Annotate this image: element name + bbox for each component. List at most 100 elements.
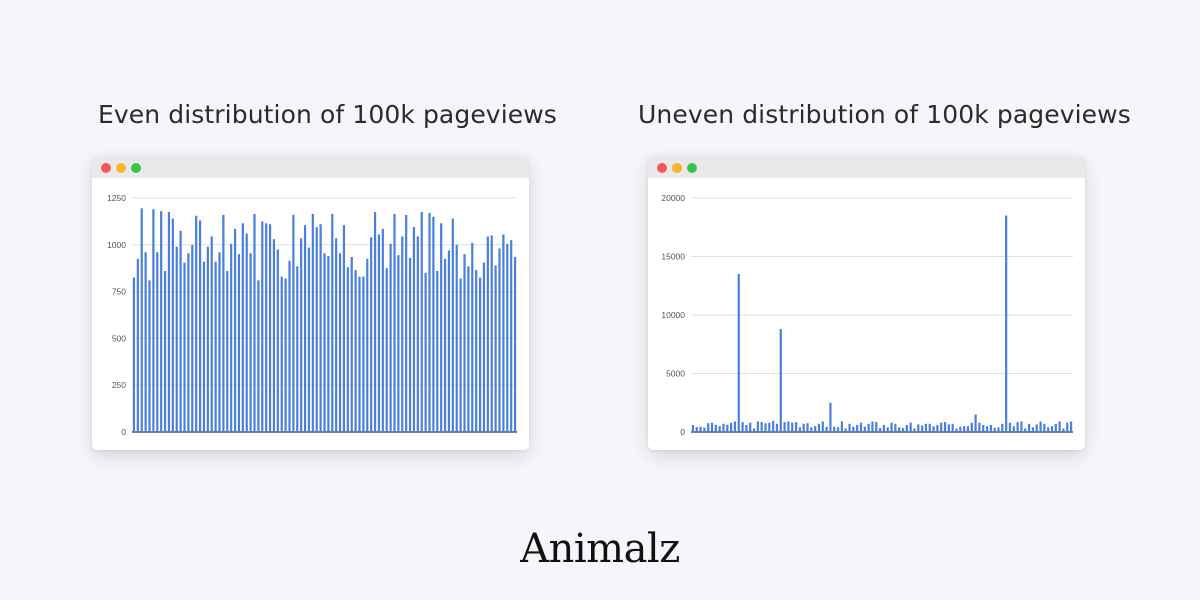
y-tick-label: 250 bbox=[112, 380, 126, 390]
bar bbox=[791, 422, 794, 432]
bar bbox=[393, 213, 396, 432]
bar bbox=[871, 421, 874, 432]
browser-window-uneven: 0 5000 10000 15000 20000 bbox=[648, 156, 1085, 450]
bar bbox=[840, 421, 843, 432]
bar bbox=[1016, 422, 1019, 432]
bar bbox=[338, 253, 342, 432]
bar bbox=[459, 278, 462, 432]
bar bbox=[882, 424, 886, 432]
bar bbox=[817, 423, 821, 432]
bar bbox=[257, 280, 260, 432]
bar bbox=[506, 243, 509, 432]
minimize-dot-icon bbox=[672, 163, 682, 173]
bar-chart-uneven: 0 5000 10000 15000 20000 bbox=[661, 193, 1073, 437]
bar bbox=[292, 214, 295, 432]
bar bbox=[366, 258, 369, 432]
bar bbox=[478, 277, 482, 432]
y-tick-label: 0 bbox=[121, 427, 126, 437]
bar bbox=[863, 426, 866, 432]
bar bbox=[226, 271, 229, 432]
bar bbox=[909, 422, 912, 432]
bar bbox=[342, 225, 346, 432]
bar bbox=[898, 427, 901, 432]
bar bbox=[985, 426, 989, 432]
bar bbox=[917, 424, 920, 432]
minimize-dot-icon bbox=[116, 163, 126, 173]
bar bbox=[1050, 426, 1054, 432]
bar bbox=[513, 256, 517, 432]
bar bbox=[821, 421, 824, 432]
bar bbox=[167, 212, 171, 432]
bar bbox=[261, 221, 264, 432]
y-tick-label: 15000 bbox=[661, 252, 685, 262]
bar bbox=[921, 425, 924, 432]
bar-chart-even: 0 250 500 750 1000 1250 bbox=[107, 193, 517, 437]
bar bbox=[471, 242, 474, 432]
bar bbox=[1008, 422, 1012, 432]
bar bbox=[140, 208, 143, 432]
bar bbox=[144, 252, 147, 432]
bar bbox=[703, 427, 706, 432]
bar bbox=[362, 276, 365, 432]
bar bbox=[745, 424, 748, 432]
bar bbox=[848, 423, 851, 432]
bar bbox=[856, 424, 859, 432]
bar bbox=[794, 422, 798, 432]
bar bbox=[210, 236, 213, 432]
bar bbox=[202, 261, 206, 432]
bar bbox=[230, 243, 233, 432]
bar bbox=[303, 225, 307, 432]
bar bbox=[451, 218, 454, 432]
bar bbox=[132, 277, 136, 432]
bar bbox=[381, 228, 384, 432]
bar bbox=[749, 422, 752, 432]
bar bbox=[420, 212, 423, 432]
bar bbox=[825, 426, 828, 432]
y-tick-label: 1250 bbox=[107, 193, 126, 203]
bar bbox=[1001, 423, 1004, 432]
bar bbox=[241, 223, 244, 432]
bar bbox=[1047, 427, 1050, 432]
bar bbox=[401, 236, 404, 432]
bar bbox=[323, 253, 326, 432]
bar bbox=[486, 236, 489, 432]
bar bbox=[490, 235, 493, 432]
bar bbox=[1005, 215, 1008, 432]
bar bbox=[905, 424, 908, 432]
chart-title-even: Even distribution of 100k pageviews bbox=[98, 100, 557, 129]
bar bbox=[951, 423, 954, 432]
bar bbox=[1020, 421, 1023, 432]
bar bbox=[890, 422, 893, 432]
bar bbox=[175, 246, 178, 432]
bar bbox=[288, 260, 291, 432]
bar bbox=[1066, 422, 1069, 432]
bar bbox=[963, 426, 966, 432]
bar bbox=[408, 257, 412, 432]
bar bbox=[787, 421, 790, 432]
bar bbox=[206, 246, 209, 432]
bar bbox=[358, 276, 361, 432]
bar bbox=[198, 220, 202, 432]
bar bbox=[171, 218, 174, 432]
bar bbox=[943, 422, 947, 432]
bar bbox=[268, 224, 272, 432]
bar bbox=[1062, 428, 1065, 432]
bar bbox=[272, 239, 276, 432]
bar bbox=[878, 427, 882, 432]
bar bbox=[901, 427, 905, 432]
bar bbox=[498, 248, 501, 432]
bar bbox=[695, 427, 698, 432]
bar bbox=[997, 427, 1000, 432]
bar bbox=[733, 421, 737, 432]
bar bbox=[1012, 426, 1015, 432]
bar bbox=[1031, 427, 1034, 432]
bar bbox=[475, 270, 478, 432]
bar bbox=[276, 249, 279, 432]
bar bbox=[779, 329, 782, 432]
browser-window-even: 0 250 500 750 1000 1250 bbox=[92, 156, 529, 450]
bar bbox=[924, 423, 928, 432]
maximize-dot-icon bbox=[131, 163, 141, 173]
bar bbox=[974, 414, 977, 432]
bar bbox=[1058, 421, 1061, 432]
bar bbox=[354, 270, 357, 432]
